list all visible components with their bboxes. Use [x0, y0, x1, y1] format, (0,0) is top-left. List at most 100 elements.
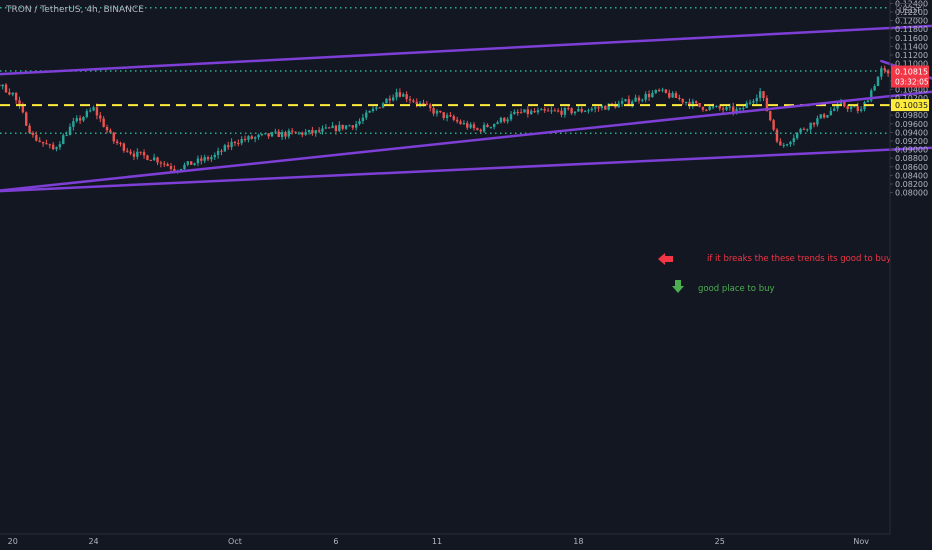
candle-body — [189, 161, 193, 165]
candle-body — [809, 122, 812, 130]
candle-body — [715, 105, 718, 107]
current-price-tag — [891, 65, 929, 88]
candle-body — [203, 157, 206, 161]
candle-body — [385, 98, 388, 104]
candle-body — [708, 106, 711, 110]
candle-body — [220, 150, 223, 152]
y-tick-label: 0.09200 — [895, 137, 928, 146]
candle-body — [402, 94, 405, 97]
candle-body — [25, 112, 28, 126]
chart-title: TRON / TetherUS, 4h, BINANCE — [6, 5, 144, 15]
candle-body — [530, 111, 533, 115]
x-tick-label: 6 — [333, 537, 338, 546]
candle-body — [849, 106, 853, 110]
y-tick-label: 0.11000 — [895, 60, 928, 69]
candle-body — [513, 111, 516, 115]
candle-body — [122, 143, 126, 151]
candle-body — [886, 70, 890, 74]
candle-body — [856, 106, 859, 111]
candle-body — [671, 93, 674, 98]
candle-body — [156, 157, 159, 163]
candle-body — [775, 129, 779, 142]
candle-body — [361, 117, 365, 122]
currency-unit-button[interactable]: USDT — [896, 3, 924, 18]
candle-body — [617, 103, 620, 108]
candle-body — [338, 124, 341, 132]
candle-body — [674, 93, 678, 98]
x-tick-label: 25 — [715, 537, 725, 546]
y-tick-label: 0.08400 — [895, 171, 928, 180]
candle-body — [435, 110, 439, 114]
y-tick-label: 0.10200 — [895, 94, 928, 103]
candle-body — [573, 111, 577, 114]
candle-body — [789, 141, 792, 145]
candle-body — [506, 119, 509, 122]
candle-body — [664, 89, 668, 93]
candle-body — [546, 110, 550, 112]
candle-body — [368, 110, 371, 113]
candle-body — [657, 89, 661, 91]
candle-body — [705, 109, 708, 111]
candle-body — [405, 94, 408, 100]
x-tick-label: 24 — [88, 537, 98, 546]
candle-body — [748, 102, 752, 104]
candle-body — [105, 126, 109, 131]
candle-body — [179, 169, 183, 171]
candle-body — [668, 92, 671, 98]
annotation-buy-zone: good place to buy — [698, 284, 775, 294]
candle-body — [41, 141, 45, 144]
candle-body — [870, 90, 873, 101]
candle-body — [812, 122, 816, 125]
candle-body — [486, 124, 489, 128]
candle-body — [149, 159, 152, 161]
candle-body — [816, 118, 819, 125]
candle-body — [395, 92, 398, 98]
annotation-breakout: if it breaks the these trends its good t… — [707, 254, 891, 264]
candle-body — [445, 115, 449, 119]
candle-body — [732, 106, 735, 112]
candle-body — [92, 107, 95, 111]
candle-body — [499, 117, 503, 123]
candle-body — [833, 108, 836, 111]
candle-body — [597, 107, 600, 109]
candle-body — [250, 136, 253, 139]
candle-body — [627, 99, 631, 105]
candle-body — [795, 132, 799, 139]
candle-body — [620, 101, 624, 104]
candle-body — [260, 134, 264, 136]
candle-body — [718, 105, 721, 109]
candle-body — [115, 141, 119, 144]
candle-body — [533, 111, 536, 113]
candle-body — [193, 163, 196, 165]
candle-body — [257, 135, 260, 138]
candle-body — [31, 132, 35, 136]
candle-body — [846, 106, 849, 110]
candle-body — [196, 158, 200, 164]
candle-body — [455, 119, 459, 122]
candle-body — [99, 115, 102, 119]
candle-body — [516, 111, 519, 113]
candle-body — [388, 98, 392, 101]
candle-body — [82, 116, 85, 121]
candle-body — [75, 118, 78, 122]
y-tick-label: 0.12200 — [895, 8, 928, 17]
candle-body — [422, 102, 425, 104]
candle-body — [324, 127, 328, 129]
candle-body — [799, 128, 802, 133]
candle-body — [466, 123, 469, 128]
current-price-label: 0.10815 — [895, 68, 928, 77]
candle-body — [213, 154, 216, 158]
candle-body — [112, 132, 115, 142]
candle-body — [88, 110, 92, 112]
candle-body — [782, 144, 785, 146]
candle-body — [556, 110, 560, 112]
candle-body — [21, 105, 25, 113]
candle-body — [11, 92, 14, 95]
candle-body — [792, 138, 796, 142]
candle-body — [51, 144, 55, 150]
trendline — [0, 146, 932, 193]
candle-body — [785, 144, 789, 146]
price-countdown-label: 03:32:05 — [895, 78, 929, 87]
candle-body — [243, 138, 247, 140]
